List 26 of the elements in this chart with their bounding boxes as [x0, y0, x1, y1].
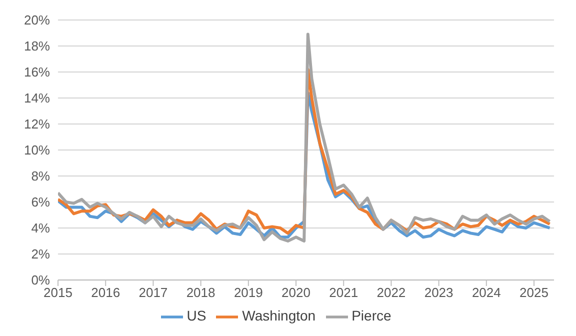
- y-tick-label: 4%: [31, 220, 50, 236]
- line-series: [58, 32, 552, 242]
- x-tick-label: 2025: [520, 285, 548, 300]
- y-tick-label: 20%: [24, 12, 50, 28]
- legend-label: US: [186, 308, 206, 324]
- y-tick-label: 6%: [31, 194, 50, 210]
- x-tick-label: 2018: [186, 285, 216, 300]
- x-tick-label: 2016: [91, 285, 120, 300]
- x-tick-label: 2024: [472, 285, 501, 300]
- y-tick-label: 10%: [24, 142, 50, 158]
- y-tick-label: 14%: [24, 90, 50, 106]
- x-tick-label: 2015: [44, 285, 72, 300]
- y-tick-label: 8%: [31, 168, 50, 184]
- x-tick-label: 2017: [138, 285, 168, 300]
- x-tick-label: 2022: [376, 285, 406, 300]
- x-tick-label: 2020: [282, 285, 310, 300]
- y-tick-label: 16%: [24, 64, 50, 80]
- legend-label: Washington: [242, 308, 316, 324]
- legend-label: Pierce: [352, 308, 392, 324]
- x-tick-label: 2019: [234, 285, 263, 300]
- y-tick-label: 18%: [24, 38, 50, 54]
- y-tick-label: 0%: [31, 272, 50, 288]
- x-tick-label: 2023: [424, 285, 454, 300]
- x-tick-label: 2021: [329, 285, 358, 300]
- y-tick-label: 2%: [31, 246, 50, 262]
- y-tick-label: 12%: [24, 116, 50, 132]
